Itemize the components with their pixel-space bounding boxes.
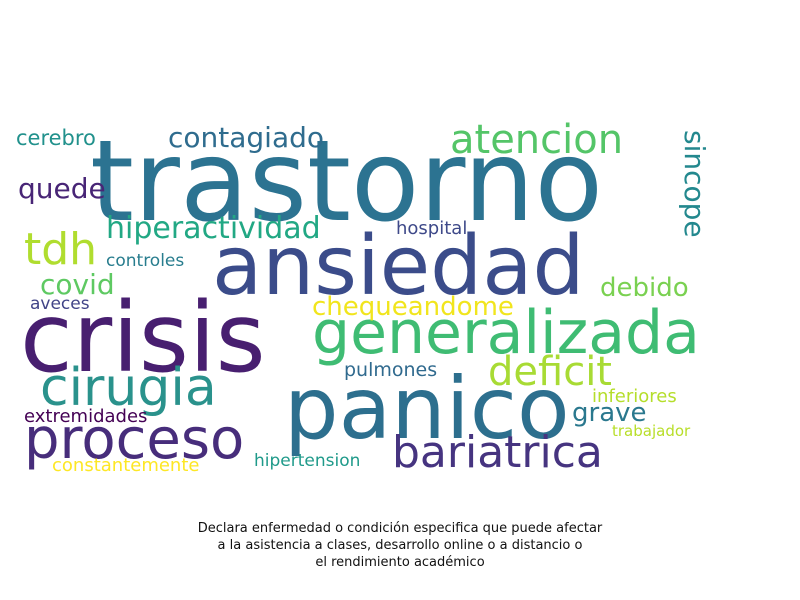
word: generalizada	[312, 298, 700, 368]
caption-line: Declara enfermedad o condición especific…	[197, 521, 603, 536]
word: sincope	[678, 130, 711, 238]
word: crisis	[20, 282, 266, 394]
word: extremidades	[24, 406, 148, 427]
word: tdh	[24, 224, 98, 275]
word: hiperactividad	[106, 211, 321, 246]
caption-line: a la asistencia a clases, desarrollo onl…	[217, 538, 583, 553]
word: deficit	[488, 349, 612, 395]
word: debido	[600, 273, 689, 303]
word: proceso	[24, 407, 245, 472]
word: atencion	[450, 117, 624, 163]
word: panico	[284, 359, 570, 459]
word: trastorno	[90, 117, 603, 247]
word: constantemente	[52, 455, 200, 476]
word: ansiedad	[212, 219, 585, 314]
word: quede	[18, 172, 106, 205]
word: trabajador	[612, 422, 691, 440]
word: inferiores	[592, 386, 677, 407]
word: hospital	[396, 218, 468, 239]
word: chequeandome	[312, 292, 514, 322]
word: covid	[40, 268, 115, 301]
word: aveces	[30, 294, 90, 314]
word: bariatrica	[392, 427, 603, 478]
caption-line: el rendimiento académico	[315, 555, 485, 570]
word: cirugia	[40, 358, 217, 418]
word: grave	[572, 398, 647, 428]
word: cerebro	[16, 126, 96, 150]
word: controles	[106, 251, 185, 271]
caption: Declara enfermedad o condición especific…	[0, 520, 800, 571]
word: contagiado	[168, 121, 325, 154]
word: pulmones	[344, 359, 438, 381]
word: hipertension	[254, 451, 361, 471]
